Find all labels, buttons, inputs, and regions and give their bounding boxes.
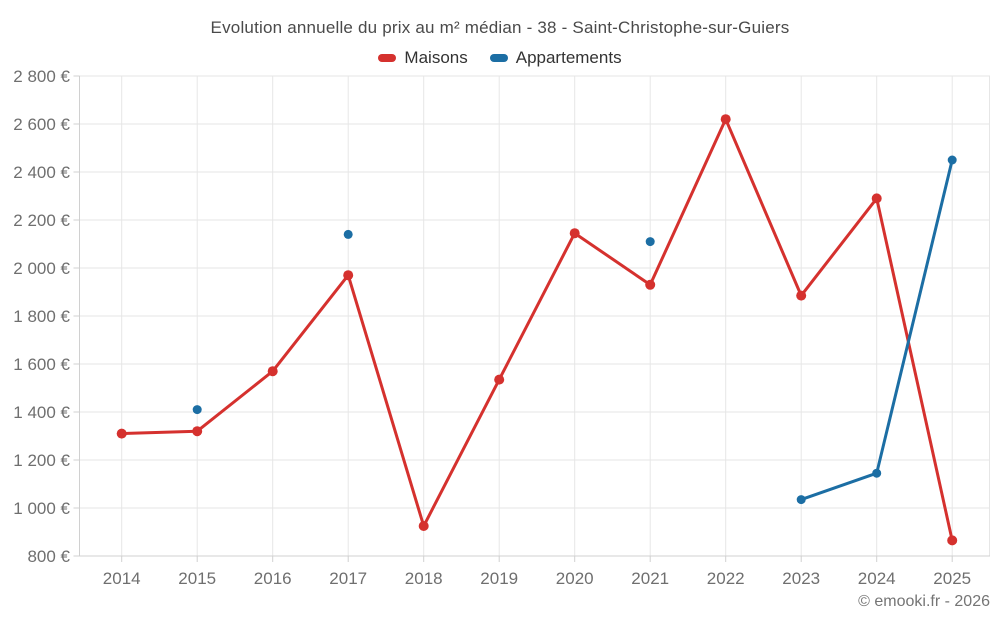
x-axis-tick-label: 2018	[405, 569, 443, 588]
y-axis-tick-label: 1 600 €	[13, 355, 70, 374]
point-appartements-2015[interactable]	[192, 405, 202, 415]
legend: Maisons Appartements	[0, 47, 1000, 69]
y-axis-tick-label: 2 000 €	[13, 259, 70, 278]
x-axis-tick-label: 2019	[480, 569, 518, 588]
point-appartements-2025[interactable]	[947, 155, 957, 165]
y-axis-tick-label: 1 400 €	[13, 403, 70, 422]
y-axis-tick-label: 2 200 €	[13, 211, 70, 230]
legend-label-maisons: Maisons	[404, 48, 468, 67]
point-maisons-2023[interactable]	[796, 290, 807, 301]
point-maisons-2018[interactable]	[418, 521, 429, 531]
point-maisons-2015[interactable]	[192, 426, 203, 437]
point-appartements-2023[interactable]	[796, 495, 806, 505]
point-appartements-2021[interactable]	[645, 237, 655, 247]
point-maisons-2024[interactable]	[871, 193, 882, 204]
y-axis-tick-label: 2 600 €	[13, 115, 70, 134]
point-maisons-2022[interactable]	[720, 114, 731, 125]
x-axis-tick-label: 2015	[178, 569, 216, 588]
x-axis-tick-label: 2025	[933, 569, 971, 588]
x-axis-tick-label: 2014	[103, 569, 141, 588]
x-axis-tick-label: 2022	[707, 569, 745, 588]
y-axis-tick-label: 2 800 €	[13, 67, 70, 86]
point-appartements-2017[interactable]	[343, 229, 353, 239]
point-appartements-2024[interactable]	[872, 468, 882, 478]
legend-item-maisons[interactable]: Maisons	[378, 48, 468, 68]
point-maisons-2014[interactable]	[116, 428, 127, 439]
chart-title: Evolution annuelle du prix au m² médian …	[210, 18, 790, 37]
maisons-series-swatch-icon	[378, 54, 397, 62]
appartements-series-swatch-icon	[489, 54, 508, 62]
point-maisons-2020[interactable]	[569, 228, 580, 239]
y-axis-tick-label: 1 200 €	[13, 451, 70, 470]
x-axis-tick-label: 2020	[556, 569, 594, 588]
point-maisons-2017[interactable]	[343, 270, 354, 281]
maisons-series-line	[120, 117, 954, 542]
point-maisons-2016[interactable]	[267, 366, 278, 377]
x-axis-tick-label: 2017	[329, 569, 367, 588]
legend-label-appartements: Appartements	[515, 48, 622, 67]
x-axis-tick-label: 2024	[858, 569, 896, 588]
y-axis-tick-label: 800 €	[27, 547, 70, 566]
copyright-footer: © emooki.fr - 2026	[858, 593, 990, 610]
point-maisons-2021[interactable]	[645, 279, 656, 290]
point-maisons-2025[interactable]	[947, 535, 958, 546]
point-maisons-2019[interactable]	[494, 374, 505, 385]
x-axis-tick-label: 2021	[631, 569, 669, 588]
x-axis-tick-label: 2016	[254, 569, 292, 588]
legend-item-appartements[interactable]: Appartements	[489, 48, 622, 68]
x-axis-tick-label: 2023	[782, 569, 820, 588]
y-axis-tick-label: 2 400 €	[13, 163, 70, 182]
y-axis-tick-label: 1 000 €	[13, 499, 70, 518]
y-axis-tick-label: 1 800 €	[13, 307, 70, 326]
